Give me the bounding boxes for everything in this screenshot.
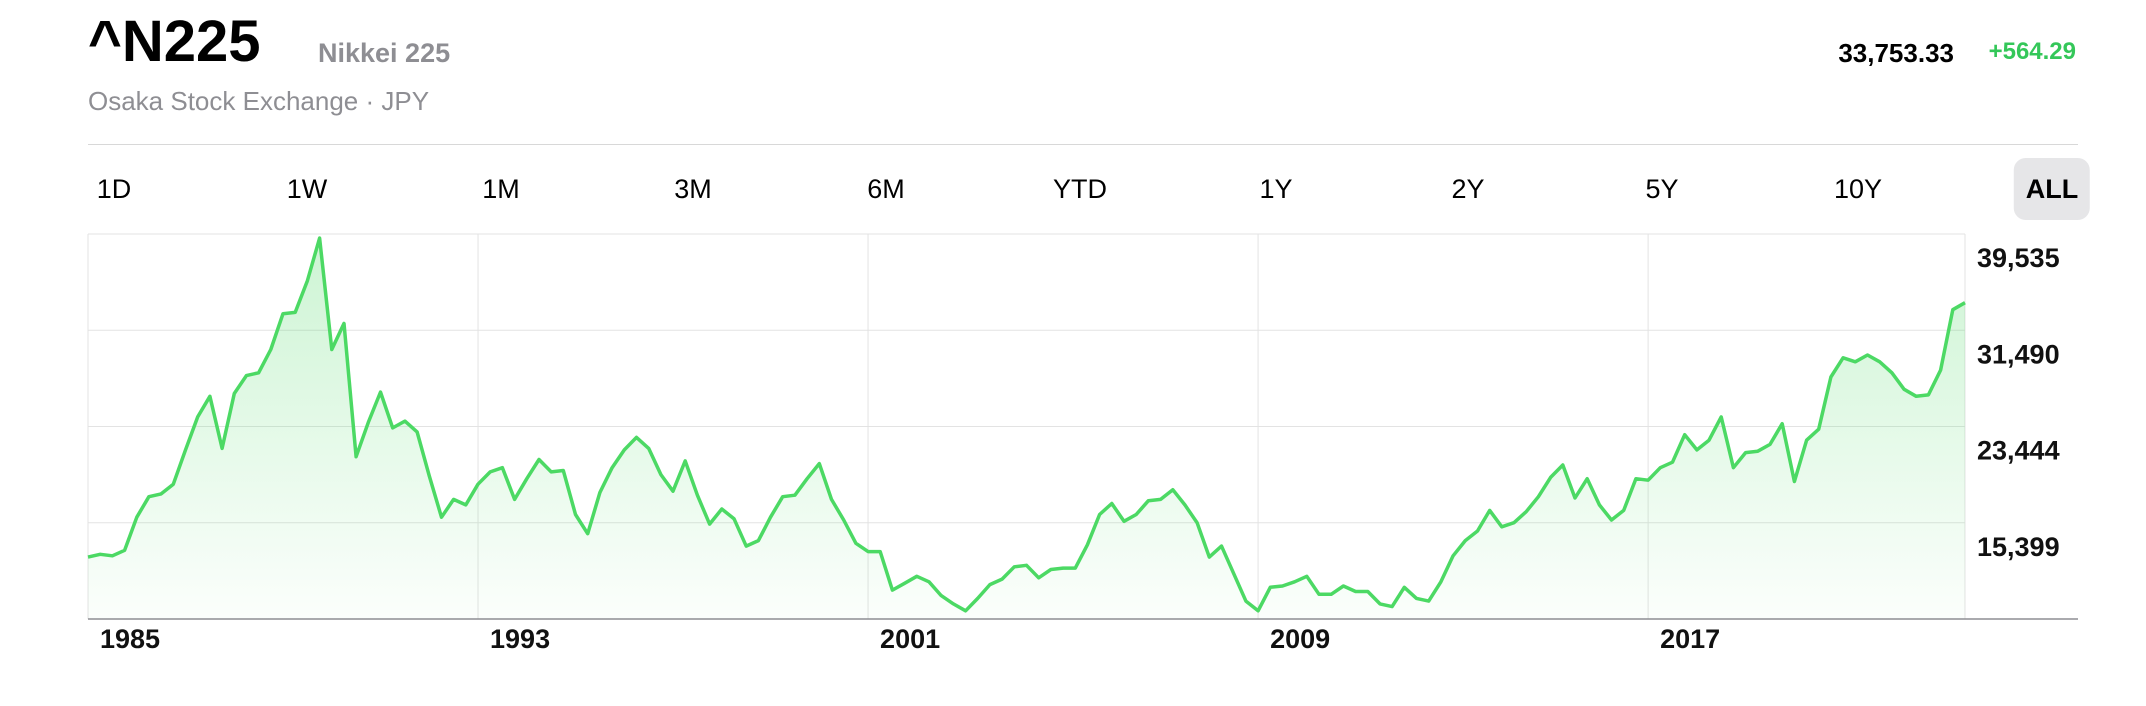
exchange: Osaka Stock Exchange · JPY: [88, 86, 430, 116]
x-tick-label: 2009: [1270, 624, 1330, 654]
y-tick-label: 15,399: [1977, 532, 2060, 562]
price-line: [87, 236, 1966, 613]
range-button[interactable]: YTD: [1053, 174, 1107, 204]
price: 33,753.33: [1838, 38, 1954, 68]
x-tick-label: 1985: [100, 624, 160, 654]
separator: [88, 144, 2078, 145]
x-tick-label: 1993: [490, 624, 550, 654]
index-name: Nikkei 225: [318, 38, 451, 68]
range-button[interactable]: 2Y: [1451, 174, 1485, 204]
area-fill: [88, 238, 1965, 619]
range-button[interactable]: 1M: [482, 174, 520, 204]
range-button[interactable]: 5Y: [1645, 174, 1679, 204]
range-button[interactable]: 6M: [867, 174, 905, 204]
range-button[interactable]: 1D: [96, 174, 132, 204]
range-button[interactable]: 1Y: [1259, 174, 1293, 204]
x-tick-label: 2017: [1660, 624, 1720, 654]
range-button[interactable]: 10Y: [1833, 174, 1883, 204]
range-button[interactable]: ALL: [2013, 158, 2091, 220]
y-tick-label: 31,490: [1977, 339, 2060, 369]
change: +564.29: [1988, 38, 2076, 65]
y-tick-label: 23,444: [1977, 436, 2060, 466]
range-button[interactable]: 1W: [286, 174, 328, 204]
x-tick-label: 2001: [880, 624, 940, 654]
symbol: ^N225: [88, 9, 261, 74]
y-tick-label: 39,535: [1977, 243, 2060, 273]
range-button[interactable]: 3M: [674, 174, 712, 204]
